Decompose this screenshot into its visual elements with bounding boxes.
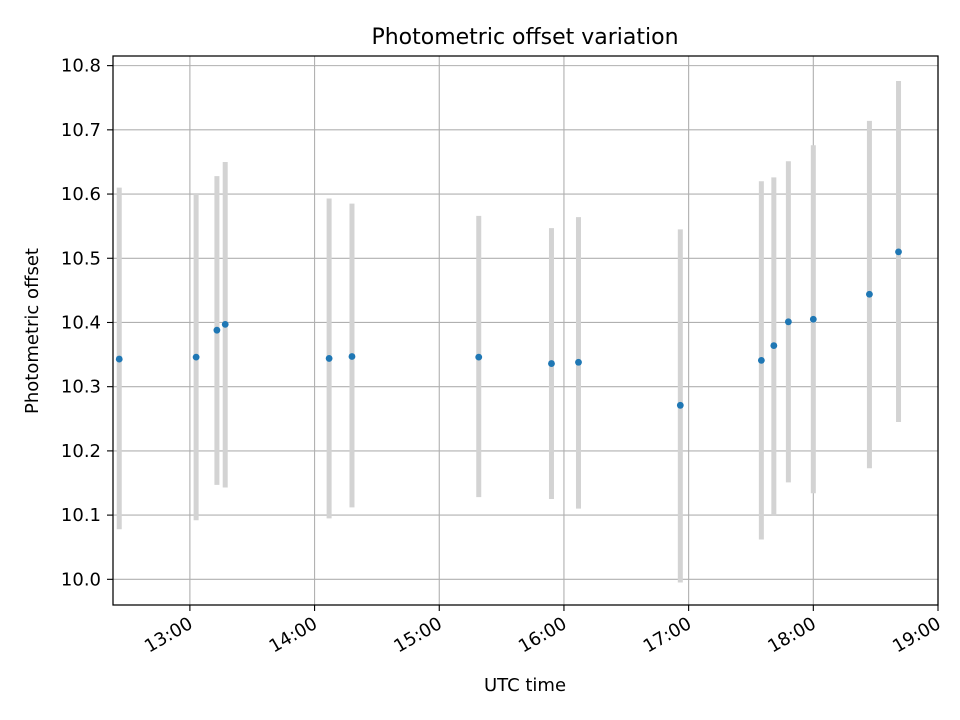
data-point — [866, 290, 873, 298]
y-tick-label: 10.7 — [61, 120, 101, 141]
y-tick-label: 10.8 — [61, 56, 101, 77]
data-point — [348, 353, 356, 360]
y-tick-label: 10.6 — [61, 184, 101, 205]
chart-title: Photometric offset variation — [371, 25, 678, 50]
y-tick-label: 10.0 — [61, 569, 101, 590]
data-point — [770, 342, 778, 349]
x-axis-label: UTC time — [484, 675, 566, 696]
y-axis-ticks: 10.0 10.1 10.2 10.3 10.4 10.5 10.6 10.7 10.8 — [61, 56, 113, 590]
data-point — [325, 355, 333, 362]
data-point — [676, 401, 684, 409]
data-point — [192, 353, 200, 361]
grid-lines — [113, 56, 939, 605]
data-point — [809, 315, 817, 323]
y-tick-label: 10.3 — [61, 377, 101, 398]
data-points — [115, 248, 902, 409]
y-tick-label: 10.5 — [61, 248, 101, 269]
data-point — [784, 318, 792, 326]
y-tick-label: 10.4 — [61, 312, 101, 333]
data-point — [757, 356, 765, 364]
y-axis-label: Photometric offset — [22, 248, 43, 414]
data-point — [221, 321, 229, 328]
data-point — [895, 248, 902, 256]
data-point — [548, 360, 555, 367]
data-point — [213, 326, 221, 334]
data-point — [475, 353, 483, 361]
data-point — [575, 358, 582, 366]
y-tick-label: 10.1 — [61, 505, 101, 526]
plot-frame — [112, 55, 939, 606]
y-tick-label: 10.2 — [61, 441, 101, 462]
data-point — [115, 355, 123, 363]
